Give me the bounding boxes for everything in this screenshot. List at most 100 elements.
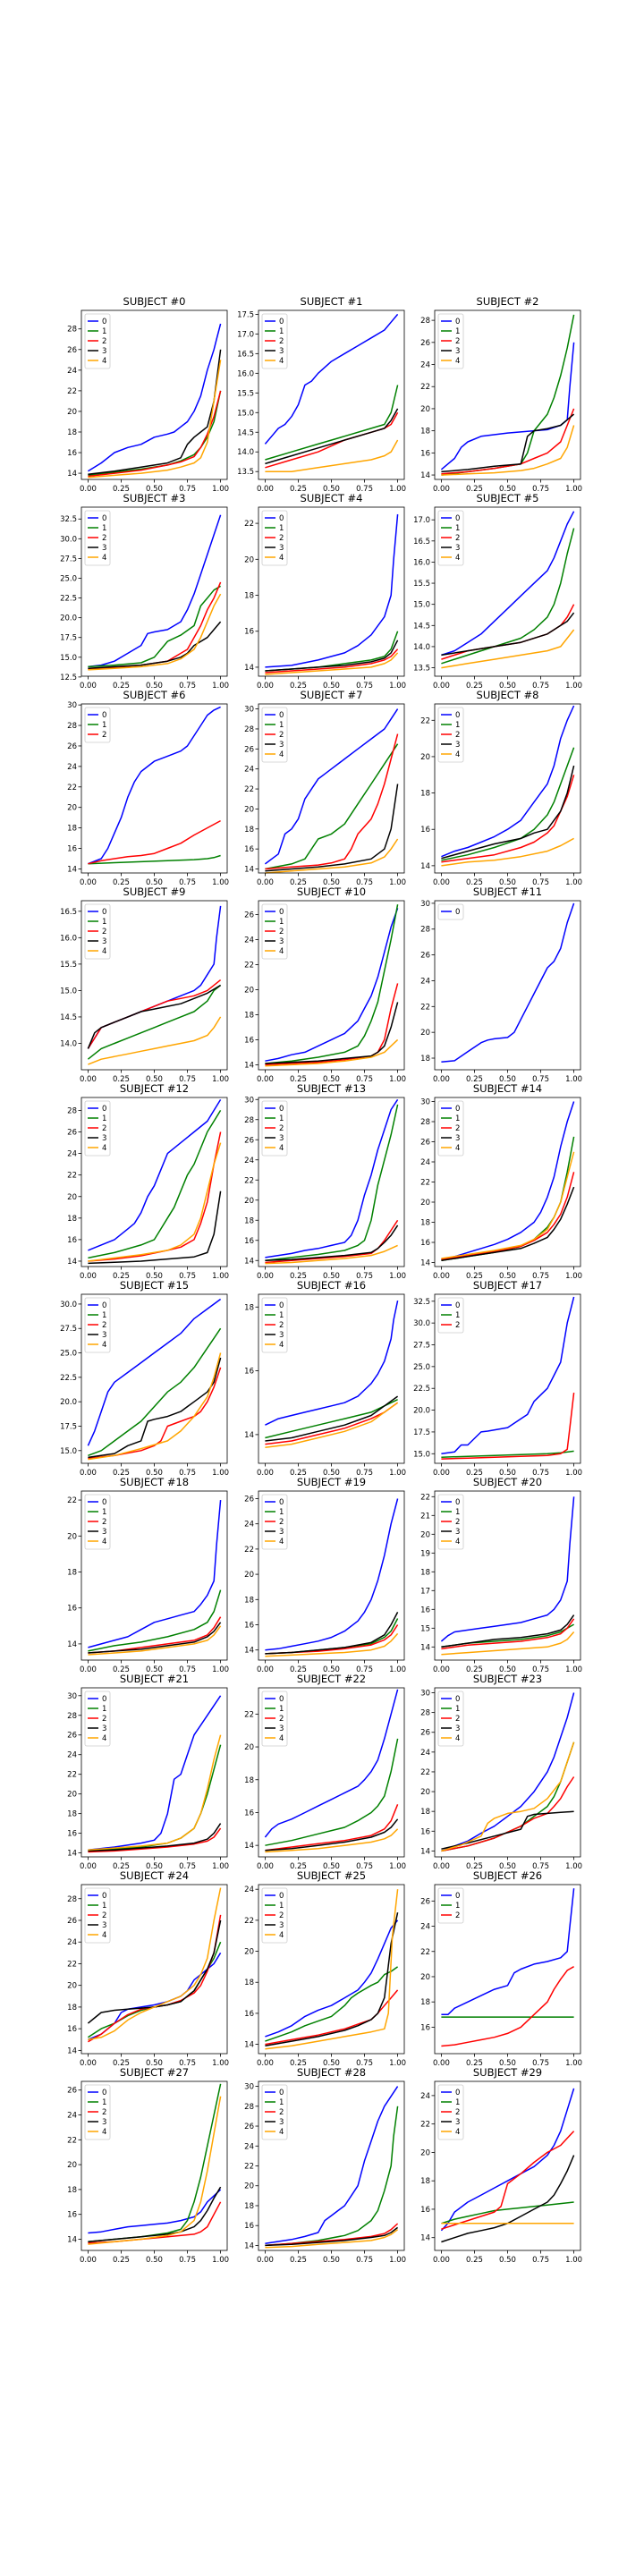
y-tick-label: 20 bbox=[67, 1982, 77, 1991]
subplot-title: SUBJECT #7 bbox=[301, 689, 363, 701]
series-line-1 bbox=[88, 854, 221, 865]
subplot-title: SUBJECT #9 bbox=[123, 886, 186, 898]
y-tick-label: 18 bbox=[67, 2004, 77, 2012]
y-tick-label: 26 bbox=[67, 1732, 77, 1741]
x-tick-label: 1.00 bbox=[389, 682, 406, 691]
legend-label: 3 bbox=[279, 2118, 284, 2127]
series-line-4 bbox=[441, 1741, 575, 1852]
subplot-20: SUBJECT #200.00 0.25 0.50 0.75 1.00141516171… bbox=[420, 1476, 582, 1674]
subplot-title: SUBJECT #13 bbox=[297, 1082, 366, 1095]
legend-label: 1 bbox=[102, 524, 106, 533]
y-tick-label: 22 bbox=[67, 1172, 77, 1181]
series-line-0 bbox=[441, 1888, 575, 2016]
y-tick-label: 24 bbox=[420, 1749, 430, 1758]
subplot-29: SUBJECT #290.00 0.25 0.50 0.75 1.00141618202… bbox=[420, 2066, 582, 2265]
x-tick-label: 0.75 bbox=[532, 878, 549, 887]
y-tick-label: 14 bbox=[244, 1647, 254, 1656]
legend-label: 2 bbox=[102, 534, 106, 543]
series-line-2 bbox=[88, 581, 222, 670]
y-tick-label: 28 bbox=[244, 725, 254, 734]
x-tick-label: 1.00 bbox=[212, 1862, 229, 1871]
y-tick-label: 22 bbox=[244, 1176, 254, 1185]
legend-label: 4 bbox=[279, 1931, 284, 1940]
y-tick-label: 16 bbox=[244, 628, 254, 637]
series-line-0 bbox=[441, 1692, 575, 1852]
subplot-13: SUBJECT #130.00 0.25 0.50 0.75 1.00141618202… bbox=[244, 1082, 406, 1281]
legend-label: 0 bbox=[279, 514, 284, 523]
series-line-3 bbox=[441, 765, 575, 860]
series-line-3 bbox=[441, 1186, 575, 1262]
legend-label: 0 bbox=[102, 1892, 106, 1901]
x-tick-label: 0.50 bbox=[146, 1862, 163, 1871]
series-line-4 bbox=[88, 1887, 222, 2041]
legend-label: 0 bbox=[102, 1498, 106, 1507]
subplot-title: SUBJECT #22 bbox=[297, 1673, 366, 1685]
subplot-title: SUBJECT #15 bbox=[120, 1279, 189, 1292]
legend-label: 0 bbox=[102, 1301, 106, 1310]
subplot-title: SUBJECT #2 bbox=[477, 295, 539, 308]
series-line-4 bbox=[441, 425, 575, 476]
series-line-3 bbox=[87, 984, 221, 1049]
legend-label: 4 bbox=[102, 947, 106, 956]
x-tick-label: 0.00 bbox=[433, 1272, 450, 1281]
y-tick-label: 21 bbox=[420, 1512, 430, 1521]
y-tick-label: 20 bbox=[67, 408, 77, 417]
series-line-0 bbox=[88, 1099, 222, 1251]
x-tick-label: 0.00 bbox=[80, 1075, 97, 1084]
y-tick-label: 20 bbox=[420, 2148, 430, 2157]
series-line-3 bbox=[88, 1191, 222, 1265]
series-line-2 bbox=[265, 1804, 399, 1852]
y-tick-label: 18 bbox=[420, 1998, 430, 2007]
y-tick-label: 26 bbox=[420, 952, 430, 961]
subplot-5: SUBJECT #50.00 0.25 0.50 0.75 1.0013.514.014… bbox=[413, 492, 582, 691]
series-line-2 bbox=[88, 819, 221, 865]
x-tick-label: 0.75 bbox=[179, 878, 196, 887]
x-tick-label: 1.00 bbox=[212, 1272, 229, 1281]
x-tick-label: 1.00 bbox=[389, 2059, 406, 2068]
legend-label: 4 bbox=[455, 750, 460, 759]
y-tick-label: 13.5 bbox=[237, 468, 254, 477]
y-tick-label: 14 bbox=[420, 862, 430, 871]
y-tick-label: 18 bbox=[244, 1216, 254, 1225]
x-tick-label: 0.00 bbox=[80, 485, 97, 494]
series-line-4 bbox=[441, 1151, 575, 1259]
series-line-0 bbox=[265, 908, 399, 1062]
y-tick-label: 17.0 bbox=[413, 516, 430, 525]
legend-label: 0 bbox=[102, 1695, 106, 1704]
series-line-3 bbox=[265, 1002, 399, 1064]
y-tick-label: 24 bbox=[67, 763, 77, 772]
legend-label: 2 bbox=[102, 1518, 106, 1527]
x-tick-label: 0.75 bbox=[532, 1469, 549, 1478]
legend-label: 3 bbox=[455, 347, 460, 356]
series-line-0 bbox=[88, 514, 222, 668]
series-line-2 bbox=[88, 1131, 222, 1262]
y-tick-label: 22 bbox=[67, 2136, 77, 2145]
x-tick-label: 0.50 bbox=[146, 682, 163, 691]
series-line-4 bbox=[265, 1402, 399, 1448]
x-tick-label: 0.25 bbox=[290, 878, 307, 887]
y-tick-label: 24 bbox=[244, 1157, 254, 1165]
subplot-title: SUBJECT #0 bbox=[123, 295, 186, 308]
series-line-3 bbox=[441, 612, 575, 657]
y-tick-label: 14 bbox=[67, 865, 77, 874]
x-tick-label: 0.50 bbox=[499, 1272, 516, 1281]
x-tick-label: 0.25 bbox=[466, 1272, 483, 1281]
y-tick-label: 17.0 bbox=[237, 330, 254, 339]
x-tick-label: 1.00 bbox=[565, 1665, 582, 1674]
legend-label: 3 bbox=[102, 1134, 106, 1143]
x-tick-label: 0.00 bbox=[257, 2256, 274, 2265]
y-tick-label: 18 bbox=[244, 1776, 254, 1785]
legend-label: 1 bbox=[279, 1311, 284, 1320]
y-tick-label: 14.0 bbox=[60, 1039, 77, 1048]
y-tick-label: 27.5 bbox=[60, 555, 77, 564]
y-tick-label: 16 bbox=[420, 1827, 430, 1836]
x-tick-label: 0.25 bbox=[113, 1272, 130, 1281]
x-tick-label: 0.25 bbox=[290, 2059, 307, 2068]
legend-label: 1 bbox=[279, 327, 284, 336]
x-tick-label: 0.00 bbox=[80, 1272, 97, 1281]
series-line-0 bbox=[264, 313, 399, 445]
y-tick-label: 18 bbox=[244, 1979, 254, 1987]
